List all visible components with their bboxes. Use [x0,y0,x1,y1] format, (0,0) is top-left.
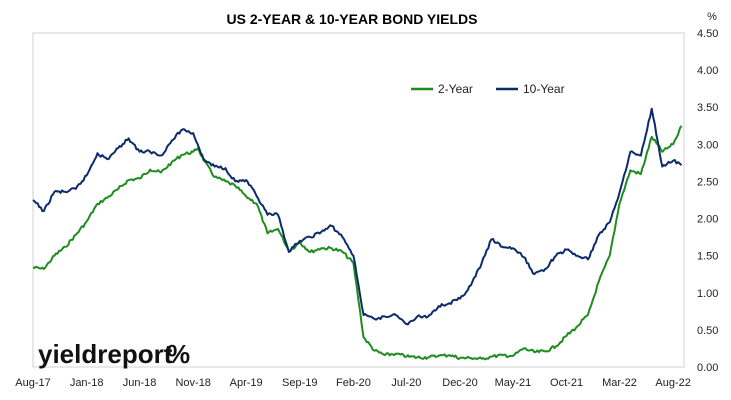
chart-title: US 2-YEAR & 10-YEAR BOND YIELDS [226,11,477,27]
legend-label-2-year: 2-Year [438,82,473,96]
legend-label-10-year: 10-Year [523,82,565,96]
x-tick-label: Aug-17 [15,377,50,389]
x-tick-label: Sep-19 [282,377,317,389]
yieldreport-logo: yieldreport % [38,339,190,369]
x-tick-label: Mar-22 [602,377,637,389]
x-tick-label: Jul-20 [391,377,421,389]
logo-percent-icon: % [167,339,190,369]
y-tick-label: 2.00 [697,214,718,226]
logo-wordmark: yieldreport [38,339,173,369]
x-tick-label: Apr-19 [230,377,263,389]
x-tick-label: Dec-20 [442,377,477,389]
series-line-2-year [32,125,683,361]
y-axis-ticks: 0.00 0.50 1.00 1.50 2.00 2.50 3.00 3.50 4.00 4.50 [697,28,718,374]
x-tick-label: Aug-22 [655,377,690,389]
x-tick-label: Feb-20 [336,377,371,389]
x-tick-label: Nov-18 [175,377,210,389]
y-tick-label: 1.50 [697,251,718,263]
y-tick-label: 1.00 [697,288,718,300]
x-tick-label: Oct-21 [550,377,583,389]
x-tick-label: May-21 [495,377,532,389]
y-tick-label: 3.50 [697,102,718,114]
y-tick-label: 0.00 [697,362,718,374]
series-layer [32,107,683,361]
x-axis-ticks: Aug-17 Jan-18 Jun-18 Nov-18 Apr-19 Sep-19 Feb-… [15,377,691,389]
y-tick-label: 4.50 [697,28,718,40]
y-unit-label: % [707,11,717,23]
y-tick-label: 4.00 [697,65,718,77]
y-tick-label: 3.00 [697,139,718,151]
x-tick-label: Jun-18 [123,377,157,389]
y-tick-label: 0.50 [697,325,718,337]
y-tick-label: 2.50 [697,176,718,188]
x-tick-label: Jan-18 [70,377,104,389]
series-line-10-year [32,107,683,326]
legend: 2-Year 10-Year [411,82,565,96]
